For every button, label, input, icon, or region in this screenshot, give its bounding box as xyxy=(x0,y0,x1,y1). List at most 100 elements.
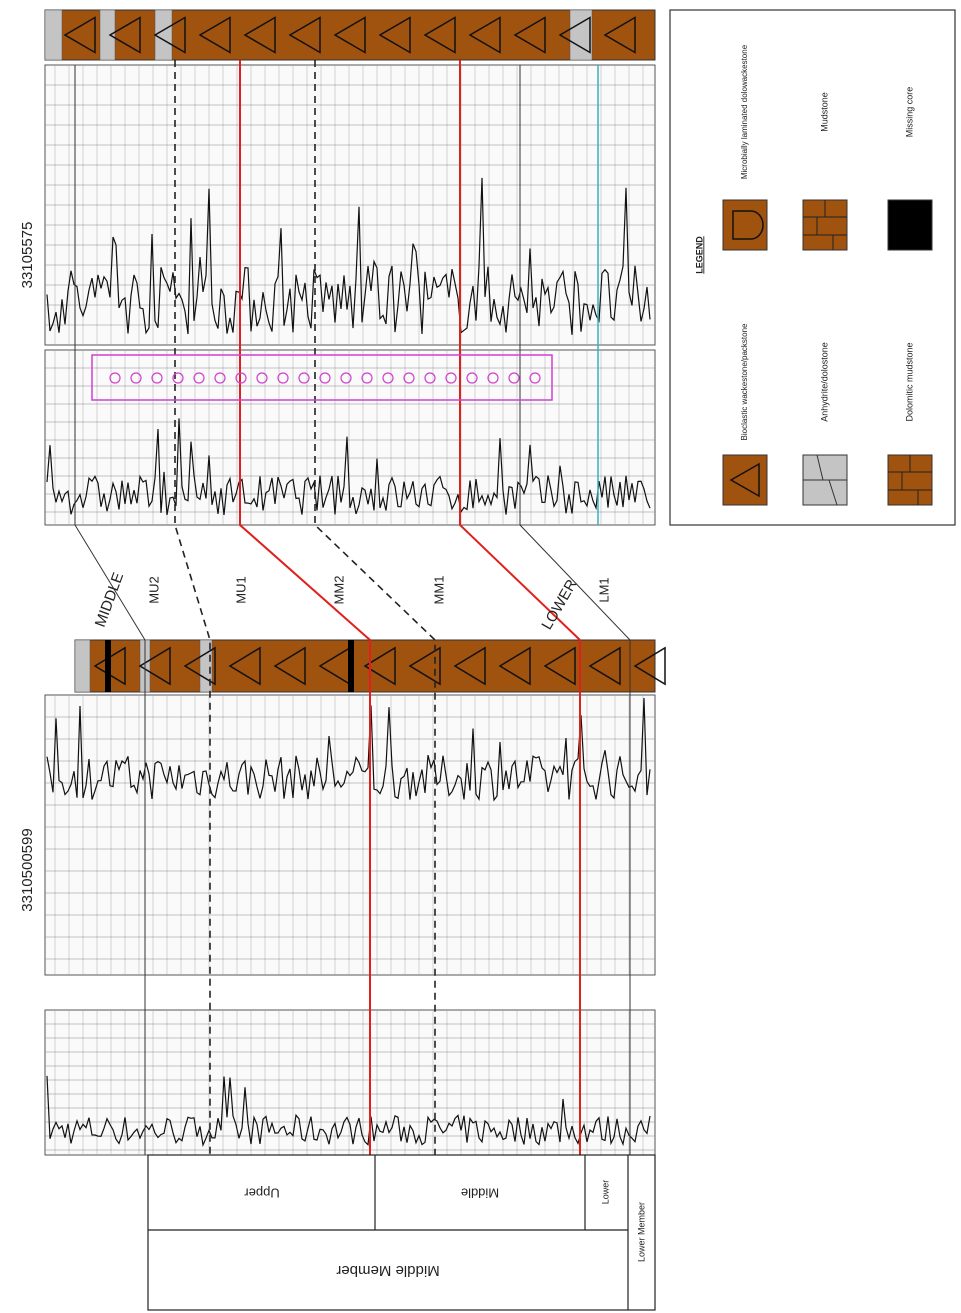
legend-label: Anhydrite/dolostone xyxy=(819,342,829,422)
bioclast-triangle xyxy=(243,16,276,54)
legend-title: LEGEND xyxy=(694,236,704,274)
red-line xyxy=(239,60,371,1155)
legend-label: Mudstone xyxy=(819,92,829,132)
core-sample xyxy=(130,372,142,384)
dashed-line xyxy=(174,60,211,1155)
zone-label: MU1 xyxy=(233,576,248,603)
bioclast-triangle xyxy=(108,16,141,54)
legend-swatch xyxy=(722,199,768,251)
submember: Middle xyxy=(461,1186,499,1201)
submember: Lower xyxy=(600,1180,610,1205)
correlation-lines xyxy=(74,60,631,1155)
bioclast-triangle xyxy=(423,16,456,54)
core-sample xyxy=(193,372,205,384)
anhydrite-band xyxy=(569,9,593,61)
core-sample xyxy=(529,372,541,384)
strat-table xyxy=(147,1154,656,1311)
legend-label: Dolomitic mudstone xyxy=(904,342,914,421)
member: Lower Member xyxy=(636,1202,646,1262)
core-sample xyxy=(277,372,289,384)
bioclast-triangle xyxy=(453,646,486,686)
core-sample xyxy=(298,372,310,384)
core-sample xyxy=(424,372,436,384)
bioclast-triangle xyxy=(138,646,171,686)
red-line xyxy=(459,60,581,1155)
log-curve xyxy=(46,697,651,802)
well-label: 33105575 xyxy=(19,222,36,289)
legend-label: Missing core xyxy=(904,87,914,138)
lithology-column xyxy=(44,9,656,61)
bioclast-triangle xyxy=(288,16,321,54)
log-curve xyxy=(46,418,651,516)
anhydrite-band xyxy=(199,639,213,693)
bioclast-triangle xyxy=(408,646,441,686)
anhydrite-band xyxy=(99,9,116,61)
bioclast-triangle xyxy=(603,16,636,54)
bioclast-triangle xyxy=(543,646,576,686)
core-sample xyxy=(235,372,247,384)
bioclast-triangle xyxy=(558,16,591,54)
missing-core xyxy=(105,640,111,692)
bioclast-triangle xyxy=(153,16,186,54)
legend-symbol xyxy=(732,210,764,240)
bioclast-triangle xyxy=(633,646,666,686)
core-sample xyxy=(319,372,331,384)
core-sample xyxy=(172,372,184,384)
member: Middle Member xyxy=(336,1262,439,1279)
core-sample xyxy=(340,372,352,384)
anhydrite-band xyxy=(154,9,173,61)
lithology-columns xyxy=(44,9,666,693)
legend-frame xyxy=(669,9,956,526)
core-sample xyxy=(403,372,415,384)
core-sample xyxy=(109,372,121,384)
log-curve xyxy=(46,1075,651,1148)
core-sample xyxy=(382,372,394,384)
zone-label: MM1 xyxy=(431,576,446,605)
core-sample xyxy=(508,372,520,384)
legend-label: Microbially laminated dolowackestone xyxy=(740,44,749,179)
core-sample xyxy=(256,372,268,384)
zone-label: LM1 xyxy=(596,577,611,602)
track-frame xyxy=(44,1009,656,1156)
boundary-line xyxy=(519,65,631,1155)
bioclast-triangle xyxy=(183,646,216,686)
anhydrite-band xyxy=(74,639,91,693)
legend-symbol xyxy=(803,200,847,250)
bioclast-triangle xyxy=(378,16,411,54)
core-sample xyxy=(445,372,457,384)
legend-swatch xyxy=(887,199,933,251)
bioclast-triangle xyxy=(498,646,531,686)
bioclast-triangle xyxy=(468,16,501,54)
bioclast-triangle xyxy=(363,646,396,686)
submember: Upper xyxy=(244,1186,280,1201)
legend-items: Bioclastic wackestone/packstone Anhydrite… xyxy=(722,44,933,506)
missing-core xyxy=(348,640,354,692)
bioclast-triangle xyxy=(513,16,546,54)
core-sample xyxy=(466,372,478,384)
core-box xyxy=(91,354,553,401)
log-curve xyxy=(46,177,651,335)
legend-label: Bioclastic wackestone/packstone xyxy=(740,323,749,441)
zone-label: MM2 xyxy=(331,576,346,605)
core-sample xyxy=(487,372,499,384)
zone-label: MU2 xyxy=(146,576,161,603)
core-sample xyxy=(214,372,226,384)
legend-symbol xyxy=(729,462,760,498)
anhydrite-band xyxy=(44,9,63,61)
legend-symbol xyxy=(888,455,932,505)
dashed-line xyxy=(314,60,436,1155)
bioclast-triangle xyxy=(333,16,366,54)
legend-symbol xyxy=(803,454,847,506)
boundary-label: MIDDLE xyxy=(92,570,127,629)
bioclast-triangle xyxy=(273,646,306,686)
track-frame xyxy=(44,694,656,976)
boundary-line xyxy=(74,65,146,1155)
core-samples xyxy=(109,372,541,384)
core-sample xyxy=(361,372,373,384)
well-label: 3310500599 xyxy=(19,828,36,911)
core-sample xyxy=(151,372,163,384)
table-frame xyxy=(147,1154,656,1311)
bioclast-triangle xyxy=(588,646,621,686)
boundary-label: LOWER xyxy=(538,577,580,633)
